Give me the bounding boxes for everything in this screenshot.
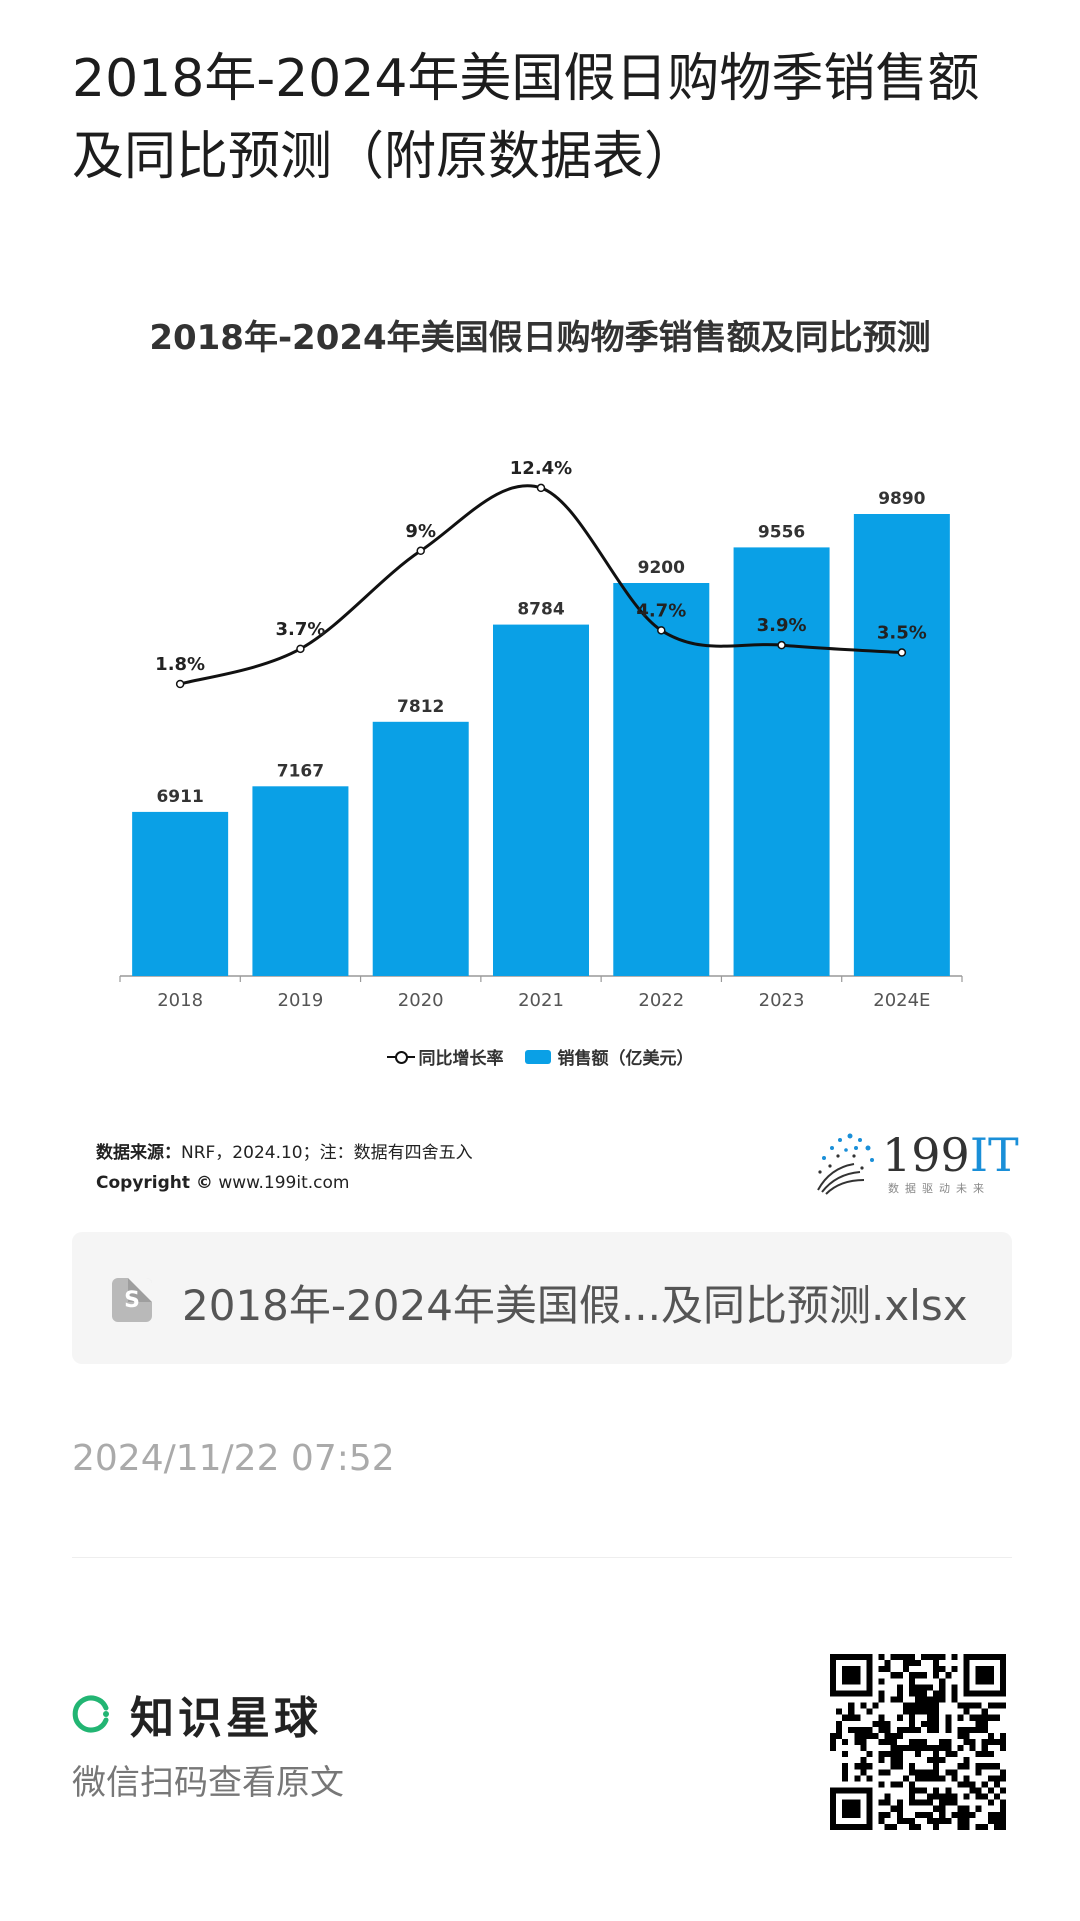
dandelion-icon — [817, 1133, 874, 1195]
growth-point-2019 — [296, 644, 305, 654]
bar-2020 — [372, 721, 469, 976]
bar-label-2020: 7812 — [397, 697, 444, 717]
growth-label-2024E: 3.5% — [877, 623, 927, 644]
copyright-label: Copyright © — [96, 1173, 213, 1193]
bar-label-2022: 9200 — [638, 558, 685, 578]
legend-item-growth: 同比增长率 — [386, 1044, 504, 1069]
growth-point-2024E — [897, 648, 907, 657]
bar-2022 — [613, 583, 710, 976]
brand: 知识星球 — [72, 1682, 322, 1746]
chart: 6911 2018 7167 2019 7812 2020 8784 2021 9200 2022… — [119, 458, 963, 1011]
source-text: NRF，2024.10；注：数据有四舍五入 — [181, 1143, 473, 1163]
chart-title: 2018年-2024年美国假日购物季销售额及同比预测 — [149, 318, 931, 358]
page-title: 2018年-2024年美国假日购物季销售额及同比预测（附原数据表） — [72, 49, 980, 187]
x-tick-label-2024E: 2024E — [873, 990, 930, 1011]
199it-logo: 199IT 数据驱动未来 — [810, 1128, 1019, 1198]
growth-label-2020: 9% — [405, 521, 436, 542]
growth-label-2018: 1.8% — [155, 654, 205, 675]
spreadsheet-icon: S — [112, 1278, 152, 1322]
bar-2018 — [132, 811, 229, 976]
growth-point-2022 — [657, 626, 666, 635]
legend-label-growth: 同比增长率 — [418, 1049, 504, 1069]
x-tick-label-2019: 2019 — [278, 990, 324, 1011]
bar-label-2019: 7167 — [277, 761, 324, 781]
growth-label-2021: 12.4% — [510, 458, 572, 479]
x-tick-label-2021: 2021 — [518, 990, 564, 1011]
bar-2021 — [493, 624, 589, 976]
growth-label-2022: 4.7% — [636, 600, 686, 621]
bar-2019 — [252, 786, 349, 976]
qr-code[interactable] — [830, 1654, 1006, 1830]
attachment-filename[interactable]: 2018年-2024年美国假...及同比预测.xlsx — [182, 1281, 968, 1330]
zsxq-logo-icon — [72, 1695, 109, 1733]
bar-2024E — [853, 514, 950, 976]
chart-legend: 同比增长率 销售额（亿美元） — [0, 1044, 1080, 1069]
logo-tagline: 数据驱动未来 — [888, 1182, 990, 1195]
growth-point-2021 — [536, 483, 546, 493]
legend-line-marker — [386, 1050, 415, 1064]
x-tick-label-2018: 2018 — [157, 990, 203, 1011]
legend-item-sales: 销售额（亿美元） — [525, 1044, 693, 1069]
brand-name: 知识星球 — [130, 1693, 322, 1744]
divider — [72, 1557, 1012, 1558]
scan-hint: 微信扫码查看原文 — [72, 1763, 344, 1803]
bar-2023 — [733, 547, 830, 976]
x-tick-label-2022: 2022 — [638, 990, 684, 1011]
legend-bar-marker — [525, 1049, 552, 1064]
bar-label-2023: 9556 — [758, 522, 805, 542]
growth-point-2020 — [416, 546, 425, 556]
bar-label-2018: 6911 — [156, 787, 203, 807]
logo-wordmark: 199IT — [882, 1128, 1019, 1182]
copyright-url: www.199it.com — [218, 1173, 350, 1193]
attachment-card[interactable]: S 2018年-2024年美国假...及同比预测.xlsx — [72, 1232, 1012, 1364]
data-source: 数据来源：NRF，2024.10；注：数据有四舍五入 Copyright © w… — [96, 1138, 473, 1198]
bar-label-2024E: 9890 — [878, 489, 925, 509]
source-label: 数据来源： — [96, 1143, 181, 1163]
post-timestamp: 2024/11/22 07:52 — [72, 1438, 395, 1479]
growth-point-2018 — [175, 679, 185, 689]
bar-label-2021: 8784 — [517, 600, 564, 620]
growth-point-2023 — [777, 640, 786, 650]
x-tick-label-2023: 2023 — [759, 990, 805, 1011]
legend-label-sales: 销售额（亿美元） — [557, 1049, 694, 1069]
growth-label-2023: 3.9% — [757, 615, 807, 636]
x-tick-label-2020: 2020 — [398, 990, 444, 1011]
growth-label-2019: 3.7% — [275, 619, 325, 640]
